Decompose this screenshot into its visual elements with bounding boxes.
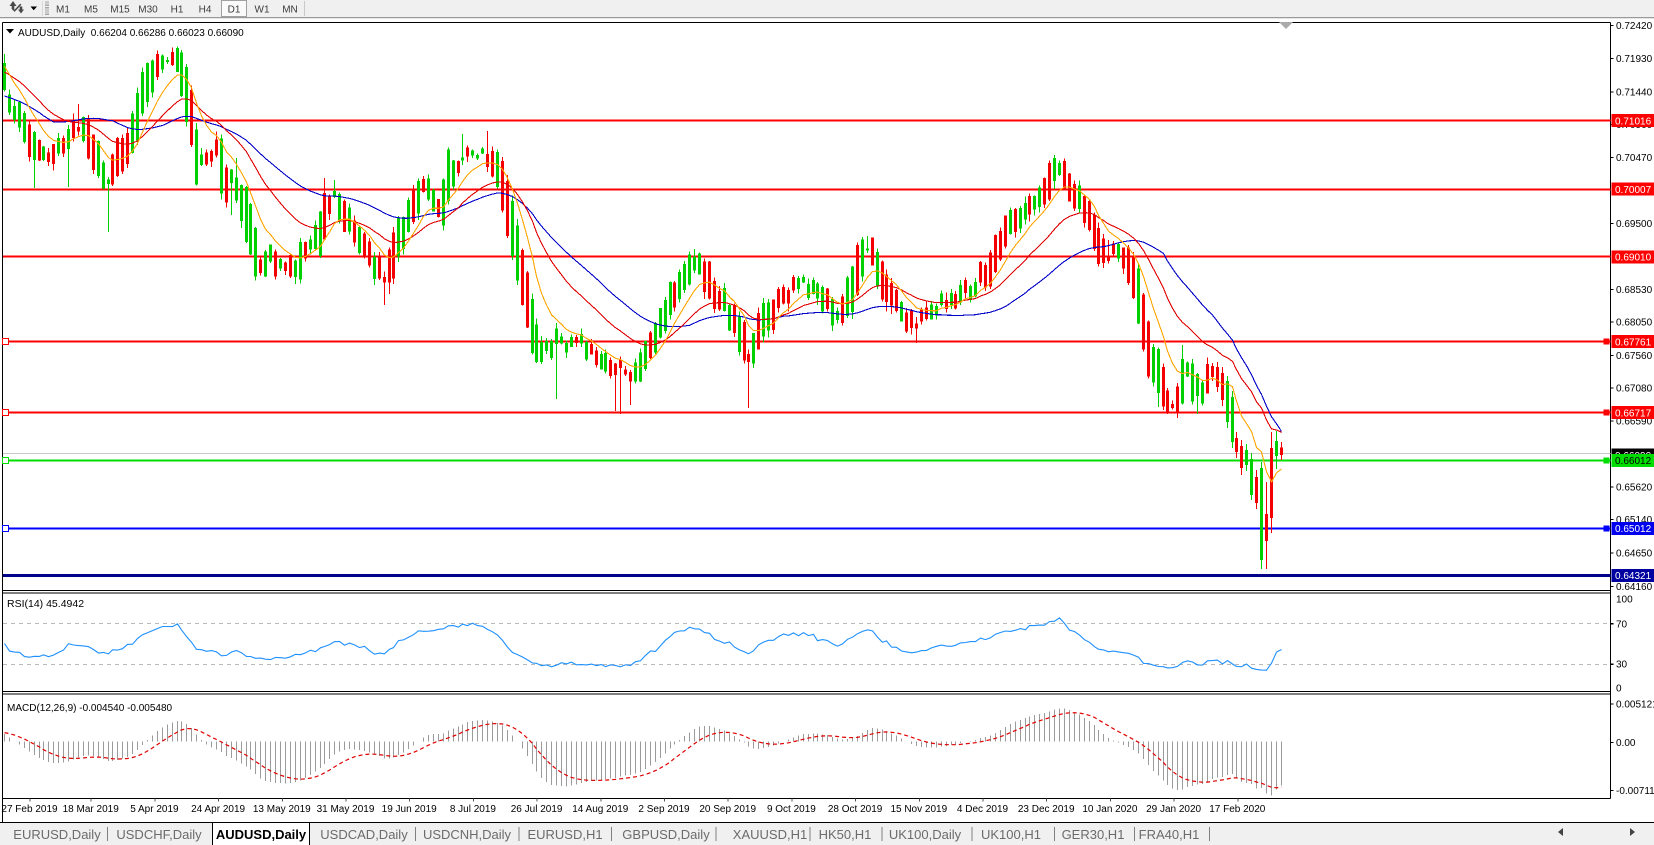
svg-text:30: 30 — [1616, 660, 1628, 671]
svg-text:0.66717: 0.66717 — [1615, 408, 1652, 419]
svg-text:27 Feb 2019: 27 Feb 2019 — [1, 804, 58, 815]
svg-text:0: 0 — [1616, 684, 1622, 695]
svg-text:0.67761: 0.67761 — [1615, 337, 1652, 348]
svg-text:5 Apr 2019: 5 Apr 2019 — [130, 804, 179, 815]
svg-text:100: 100 — [1616, 594, 1633, 605]
svg-text:EURUSD,Daily: EURUSD,Daily — [13, 827, 101, 842]
svg-text:0.70470: 0.70470 — [1616, 153, 1653, 164]
svg-text:0.67560: 0.67560 — [1616, 351, 1653, 362]
svg-text:4 Dec 2019: 4 Dec 2019 — [957, 804, 1009, 815]
svg-text:M1: M1 — [56, 5, 70, 16]
svg-text:0.64650: 0.64650 — [1616, 549, 1653, 560]
svg-text:31 May 2019: 31 May 2019 — [317, 804, 375, 815]
svg-text:0.66590: 0.66590 — [1616, 417, 1653, 428]
svg-text:D1: D1 — [228, 5, 241, 16]
svg-text:GBPUSD,Daily: GBPUSD,Daily — [622, 827, 710, 842]
svg-text:XAUUSD,H1: XAUUSD,H1 — [733, 827, 807, 842]
svg-text:8 Jul 2019: 8 Jul 2019 — [450, 804, 497, 815]
svg-text:0.64160: 0.64160 — [1616, 582, 1653, 593]
svg-text:M15: M15 — [110, 5, 130, 16]
svg-text:28 Oct 2019: 28 Oct 2019 — [828, 804, 883, 815]
svg-text:0.68050: 0.68050 — [1616, 318, 1653, 329]
svg-text:0.66012: 0.66012 — [1615, 456, 1652, 467]
svg-text:EURUSD,H1: EURUSD,H1 — [527, 827, 602, 842]
svg-text:10 Jan 2020: 10 Jan 2020 — [1082, 804, 1137, 815]
svg-text:20 Sep 2019: 20 Sep 2019 — [699, 804, 756, 815]
svg-text:M5: M5 — [84, 5, 98, 16]
svg-text:2 Sep 2019: 2 Sep 2019 — [638, 804, 690, 815]
svg-text:GER30,H1: GER30,H1 — [1062, 827, 1125, 842]
svg-text:H1: H1 — [171, 5, 184, 16]
svg-text:AUDUSD,Daily 0.66204 0.66286: AUDUSD,Daily 0.66204 0.66286 0.66023 0.6… — [18, 28, 244, 39]
svg-text:0.65140: 0.65140 — [1616, 515, 1653, 526]
svg-text:0.005121: 0.005121 — [1616, 699, 1654, 710]
svg-text:9 Oct 2019: 9 Oct 2019 — [767, 804, 816, 815]
svg-text:UK100,H1: UK100,H1 — [981, 827, 1041, 842]
svg-text:17 Feb 2020: 17 Feb 2020 — [1209, 804, 1266, 815]
svg-text:MACD(12,26,9) -0.004540 -0.005: MACD(12,26,9) -0.004540 -0.005480 — [7, 703, 173, 714]
svg-text:26 Jul 2019: 26 Jul 2019 — [511, 804, 563, 815]
svg-text:13 May 2019: 13 May 2019 — [253, 804, 311, 815]
svg-text:0.71930: 0.71930 — [1616, 54, 1653, 65]
svg-text:0.67080: 0.67080 — [1616, 384, 1653, 395]
svg-text:0.00: 0.00 — [1616, 738, 1636, 749]
svg-text:USDCNH,Daily: USDCNH,Daily — [423, 827, 512, 842]
svg-text:0.64321: 0.64321 — [1615, 571, 1652, 582]
svg-text:FRA40,H1: FRA40,H1 — [1139, 827, 1200, 842]
svg-text:0.71016: 0.71016 — [1615, 116, 1652, 127]
svg-text:AUDUSD,Daily: AUDUSD,Daily — [216, 827, 307, 842]
svg-text:USDCHF,Daily: USDCHF,Daily — [116, 827, 202, 842]
svg-text:M30: M30 — [138, 5, 158, 16]
svg-text:23 Dec 2019: 23 Dec 2019 — [1018, 804, 1075, 815]
svg-text:29 Jan 2020: 29 Jan 2020 — [1146, 804, 1201, 815]
svg-text:HK50,H1: HK50,H1 — [819, 827, 872, 842]
svg-text:0.72420: 0.72420 — [1616, 21, 1653, 32]
svg-text:0.69500: 0.69500 — [1616, 219, 1653, 230]
svg-text:-0.007111: -0.007111 — [1616, 786, 1654, 797]
svg-text:70: 70 — [1616, 619, 1628, 630]
svg-text:0.70007: 0.70007 — [1615, 185, 1652, 196]
svg-text:USDCAD,Daily: USDCAD,Daily — [320, 827, 408, 842]
svg-text:15 Nov 2019: 15 Nov 2019 — [890, 804, 947, 815]
svg-text:RSI(14) 45.4942: RSI(14) 45.4942 — [7, 598, 84, 610]
svg-text:0.68530: 0.68530 — [1616, 285, 1653, 296]
svg-text:W1: W1 — [255, 5, 270, 16]
svg-text:UK100,Daily: UK100,Daily — [889, 827, 962, 842]
svg-text:19 Jun 2019: 19 Jun 2019 — [382, 804, 437, 815]
svg-text:0.65012: 0.65012 — [1615, 524, 1652, 535]
svg-text:14 Aug 2019: 14 Aug 2019 — [572, 804, 629, 815]
svg-text:H4: H4 — [199, 5, 212, 16]
svg-text:24 Apr 2019: 24 Apr 2019 — [191, 804, 245, 815]
svg-text:MN: MN — [282, 5, 298, 16]
svg-text:0.71440: 0.71440 — [1616, 87, 1653, 98]
svg-text:0.65620: 0.65620 — [1616, 483, 1653, 494]
svg-text:18 Mar 2019: 18 Mar 2019 — [63, 804, 120, 815]
svg-text:0.69010: 0.69010 — [1615, 253, 1652, 264]
